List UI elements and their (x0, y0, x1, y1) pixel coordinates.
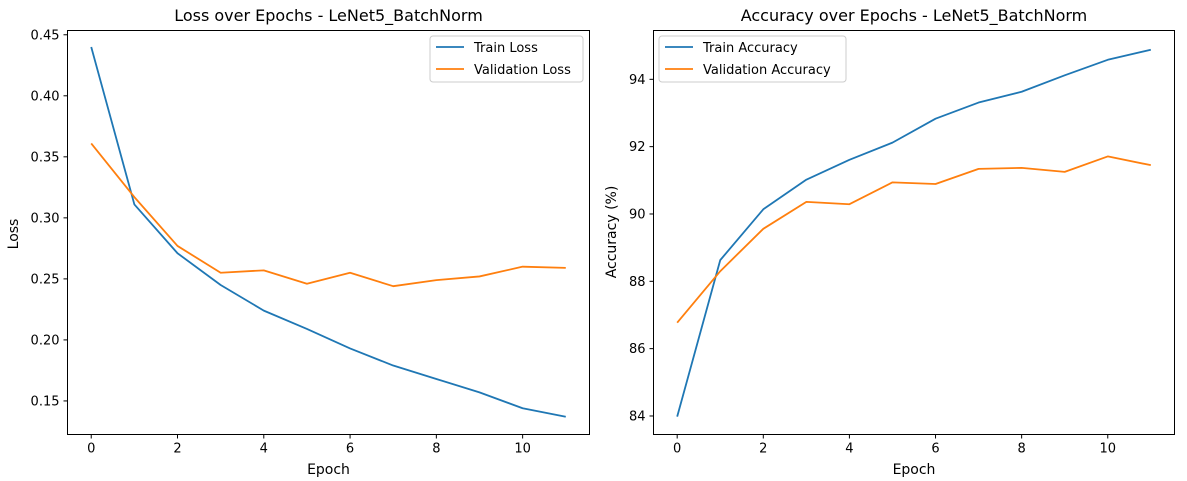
accuracy-chart: Accuracy over Epochs - LeNet5_BatchNorm … (604, 6, 1175, 478)
accuracy-legend-label-train: Train Accuracy (702, 41, 798, 56)
accuracy-chart-title: Accuracy over Epochs - LeNet5_BatchNorm (741, 6, 1088, 26)
loss-y-tick-label: 0.45 (31, 28, 60, 43)
loss-legend-label-validation: Validation Loss (474, 63, 571, 78)
accuracy-y-axis-label: Accuracy (%) (604, 186, 620, 279)
loss-legend: Train Loss Validation Loss (429, 35, 584, 83)
accuracy-y-tick-label: 94 (629, 73, 646, 88)
accuracy-y-tick-label: 90 (629, 207, 646, 222)
loss-y-tick-label: 0.30 (31, 211, 60, 226)
accuracy-y-tick-label: 88 (629, 275, 646, 290)
loss-y-tick-label: 0.15 (31, 394, 60, 409)
accuracy-axes-frame (653, 30, 1175, 435)
loss-y-tick-label: 0.25 (31, 272, 60, 287)
accuracy-x-axis-label: Epoch (893, 462, 936, 478)
accuracy-legend: Train Accuracy Validation Accuracy (658, 35, 847, 83)
accuracy-x-tick-label: 10 (1099, 442, 1116, 457)
loss-x-tick-label: 10 (514, 442, 531, 457)
loss-series-train-loss (90, 46, 566, 418)
accuracy-series-train-accuracy (676, 48, 1152, 417)
loss-x-tick-label: 6 (346, 442, 354, 457)
loss-legend-box (429, 35, 584, 83)
accuracy-legend-label-validation: Validation Accuracy (703, 63, 831, 78)
loss-y-tick-label: 0.20 (31, 333, 60, 348)
loss-chart-title: Loss over Epochs - LeNet5_BatchNorm (174, 6, 483, 26)
accuracy-x-tick-label: 2 (759, 442, 767, 457)
accuracy-x-tick-label: 6 (931, 442, 939, 457)
accuracy-y-tick-label: 86 (629, 342, 646, 357)
accuracy-series-validation-accuracy (676, 155, 1151, 324)
loss-x-tick-label: 0 (87, 442, 95, 457)
loss-chart: Loss over Epochs - LeNet5_BatchNorm Epoc… (6, 6, 590, 478)
accuracy-x-tick-label: 0 (673, 442, 681, 457)
loss-y-tick-label: 0.40 (31, 89, 60, 104)
loss-x-tick-label: 8 (432, 442, 440, 457)
accuracy-ticks: 0 2 4 6 8 10 84 86 88 90 92 94 (629, 73, 1116, 457)
loss-ticks: 0 2 4 6 8 10 0.15 0.20 0.25 0.30 0.35 0.40 0.45 (31, 28, 531, 456)
accuracy-x-tick-label: 4 (845, 442, 853, 457)
loss-y-axis-label: Loss (6, 219, 22, 250)
accuracy-x-tick-label: 8 (1018, 442, 1026, 457)
accuracy-series-lines (676, 48, 1152, 417)
accuracy-y-tick-label: 84 (629, 409, 646, 424)
loss-legend-label-train: Train Loss (473, 41, 538, 56)
loss-axes-frame (67, 30, 590, 435)
loss-y-tick-label: 0.35 (31, 150, 60, 165)
loss-x-tick-label: 4 (260, 442, 268, 457)
loss-x-tick-label: 2 (173, 442, 181, 457)
loss-x-axis-label: Epoch (307, 462, 350, 478)
accuracy-legend-box (658, 35, 847, 83)
accuracy-y-tick-label: 92 (629, 140, 646, 155)
loss-series-validation-loss (90, 142, 566, 288)
loss-series-lines (90, 46, 566, 418)
